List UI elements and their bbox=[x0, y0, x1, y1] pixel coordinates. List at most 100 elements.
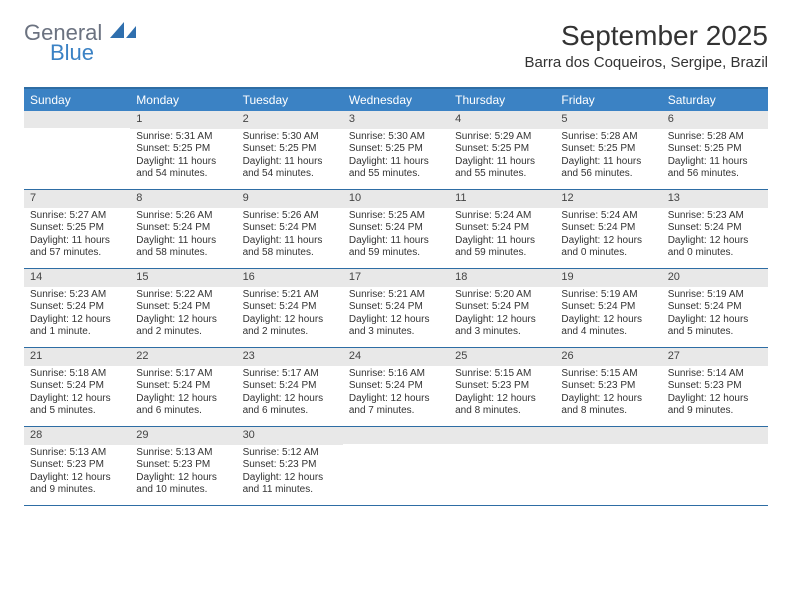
day-body: Sunrise: 5:12 AMSunset: 5:23 PMDaylight:… bbox=[237, 445, 343, 501]
sunrise-text: Sunrise: 5:31 AM bbox=[136, 131, 230, 144]
daylight-text: Daylight: 11 hours and 58 minutes. bbox=[243, 235, 337, 260]
dow-mon: Monday bbox=[130, 89, 236, 111]
day-body: Sunrise: 5:29 AMSunset: 5:25 PMDaylight:… bbox=[449, 129, 555, 185]
day-body: Sunrise: 5:25 AMSunset: 5:24 PMDaylight:… bbox=[343, 208, 449, 264]
daylight-text: Daylight: 11 hours and 55 minutes. bbox=[455, 156, 549, 181]
daylight-text: Daylight: 12 hours and 11 minutes. bbox=[243, 472, 337, 497]
daylight-text: Daylight: 11 hours and 54 minutes. bbox=[136, 156, 230, 181]
day-body: Sunrise: 5:28 AMSunset: 5:25 PMDaylight:… bbox=[662, 129, 768, 185]
day-number: 23 bbox=[237, 348, 343, 366]
sunset-text: Sunset: 5:24 PM bbox=[349, 380, 443, 393]
sunset-text: Sunset: 5:24 PM bbox=[561, 301, 655, 314]
day-number: 4 bbox=[449, 111, 555, 129]
daylight-text: Daylight: 11 hours and 59 minutes. bbox=[349, 235, 443, 260]
day-cell: 4Sunrise: 5:29 AMSunset: 5:25 PMDaylight… bbox=[449, 111, 555, 189]
daylight-text: Daylight: 12 hours and 2 minutes. bbox=[136, 314, 230, 339]
day-body: Sunrise: 5:31 AMSunset: 5:25 PMDaylight:… bbox=[130, 129, 236, 185]
dow-sun: Sunday bbox=[24, 89, 130, 111]
sunrise-text: Sunrise: 5:28 AM bbox=[668, 131, 762, 144]
sunset-text: Sunset: 5:25 PM bbox=[349, 143, 443, 156]
sunrise-text: Sunrise: 5:23 AM bbox=[30, 289, 124, 302]
day-cell bbox=[662, 427, 768, 505]
day-number: 3 bbox=[343, 111, 449, 129]
sunset-text: Sunset: 5:24 PM bbox=[455, 222, 549, 235]
day-number: 7 bbox=[24, 190, 130, 208]
sunrise-text: Sunrise: 5:13 AM bbox=[30, 447, 124, 460]
day-number: 8 bbox=[130, 190, 236, 208]
sunset-text: Sunset: 5:24 PM bbox=[30, 380, 124, 393]
day-body: Sunrise: 5:24 AMSunset: 5:24 PMDaylight:… bbox=[449, 208, 555, 264]
day-number: 19 bbox=[555, 269, 661, 287]
day-cell: 19Sunrise: 5:19 AMSunset: 5:24 PMDayligh… bbox=[555, 269, 661, 347]
daylight-text: Daylight: 11 hours and 58 minutes. bbox=[136, 235, 230, 260]
day-number: 26 bbox=[555, 348, 661, 366]
day-number bbox=[24, 111, 130, 128]
day-body: Sunrise: 5:30 AMSunset: 5:25 PMDaylight:… bbox=[343, 129, 449, 185]
sunset-text: Sunset: 5:24 PM bbox=[136, 380, 230, 393]
day-cell: 30Sunrise: 5:12 AMSunset: 5:23 PMDayligh… bbox=[237, 427, 343, 505]
day-body: Sunrise: 5:15 AMSunset: 5:23 PMDaylight:… bbox=[449, 366, 555, 422]
daylight-text: Daylight: 12 hours and 4 minutes. bbox=[561, 314, 655, 339]
daylight-text: Daylight: 12 hours and 0 minutes. bbox=[668, 235, 762, 260]
sunset-text: Sunset: 5:24 PM bbox=[243, 222, 337, 235]
sunrise-text: Sunrise: 5:27 AM bbox=[30, 210, 124, 223]
day-body: Sunrise: 5:19 AMSunset: 5:24 PMDaylight:… bbox=[662, 287, 768, 343]
day-cell: 13Sunrise: 5:23 AMSunset: 5:24 PMDayligh… bbox=[662, 190, 768, 268]
sunset-text: Sunset: 5:25 PM bbox=[668, 143, 762, 156]
day-cell: 18Sunrise: 5:20 AMSunset: 5:24 PMDayligh… bbox=[449, 269, 555, 347]
day-cell: 25Sunrise: 5:15 AMSunset: 5:23 PMDayligh… bbox=[449, 348, 555, 426]
location-subtitle: Barra dos Coqueiros, Sergipe, Brazil bbox=[525, 54, 768, 71]
dow-wed: Wednesday bbox=[343, 89, 449, 111]
sunrise-text: Sunrise: 5:28 AM bbox=[561, 131, 655, 144]
sunrise-text: Sunrise: 5:15 AM bbox=[455, 368, 549, 381]
sunrise-text: Sunrise: 5:30 AM bbox=[349, 131, 443, 144]
daylight-text: Daylight: 12 hours and 9 minutes. bbox=[668, 393, 762, 418]
sunset-text: Sunset: 5:24 PM bbox=[561, 222, 655, 235]
day-body: Sunrise: 5:15 AMSunset: 5:23 PMDaylight:… bbox=[555, 366, 661, 422]
sunrise-text: Sunrise: 5:17 AM bbox=[243, 368, 337, 381]
day-body: Sunrise: 5:21 AMSunset: 5:24 PMDaylight:… bbox=[237, 287, 343, 343]
day-number: 14 bbox=[24, 269, 130, 287]
day-body: Sunrise: 5:23 AMSunset: 5:24 PMDaylight:… bbox=[24, 287, 130, 343]
sunset-text: Sunset: 5:23 PM bbox=[136, 459, 230, 472]
day-body: Sunrise: 5:16 AMSunset: 5:24 PMDaylight:… bbox=[343, 366, 449, 422]
daylight-text: Daylight: 12 hours and 6 minutes. bbox=[243, 393, 337, 418]
day-cell: 15Sunrise: 5:22 AMSunset: 5:24 PMDayligh… bbox=[130, 269, 236, 347]
day-cell bbox=[343, 427, 449, 505]
brand-word2: Blue bbox=[50, 42, 136, 64]
day-body: Sunrise: 5:13 AMSunset: 5:23 PMDaylight:… bbox=[24, 445, 130, 501]
day-number: 10 bbox=[343, 190, 449, 208]
day-body: Sunrise: 5:28 AMSunset: 5:25 PMDaylight:… bbox=[555, 129, 661, 185]
sunset-text: Sunset: 5:23 PM bbox=[668, 380, 762, 393]
daylight-text: Daylight: 12 hours and 2 minutes. bbox=[243, 314, 337, 339]
day-number: 5 bbox=[555, 111, 661, 129]
day-cell: 24Sunrise: 5:16 AMSunset: 5:24 PMDayligh… bbox=[343, 348, 449, 426]
day-cell bbox=[24, 111, 130, 189]
day-cell bbox=[555, 427, 661, 505]
day-cell: 3Sunrise: 5:30 AMSunset: 5:25 PMDaylight… bbox=[343, 111, 449, 189]
daylight-text: Daylight: 11 hours and 56 minutes. bbox=[668, 156, 762, 181]
week-row: 21Sunrise: 5:18 AMSunset: 5:24 PMDayligh… bbox=[24, 348, 768, 427]
sunset-text: Sunset: 5:23 PM bbox=[455, 380, 549, 393]
day-number: 15 bbox=[130, 269, 236, 287]
day-number bbox=[449, 427, 555, 444]
week-row: 1Sunrise: 5:31 AMSunset: 5:25 PMDaylight… bbox=[24, 111, 768, 190]
day-body: Sunrise: 5:23 AMSunset: 5:24 PMDaylight:… bbox=[662, 208, 768, 264]
day-cell: 26Sunrise: 5:15 AMSunset: 5:23 PMDayligh… bbox=[555, 348, 661, 426]
day-body: Sunrise: 5:19 AMSunset: 5:24 PMDaylight:… bbox=[555, 287, 661, 343]
sunset-text: Sunset: 5:25 PM bbox=[243, 143, 337, 156]
day-number: 12 bbox=[555, 190, 661, 208]
day-number: 18 bbox=[449, 269, 555, 287]
sunset-text: Sunset: 5:23 PM bbox=[561, 380, 655, 393]
sunset-text: Sunset: 5:24 PM bbox=[668, 301, 762, 314]
header: General Blue September 2025 Barra dos Co… bbox=[24, 20, 768, 71]
day-cell: 29Sunrise: 5:13 AMSunset: 5:23 PMDayligh… bbox=[130, 427, 236, 505]
dow-sat: Saturday bbox=[662, 89, 768, 111]
sunset-text: Sunset: 5:23 PM bbox=[30, 459, 124, 472]
day-number: 1 bbox=[130, 111, 236, 129]
daylight-text: Daylight: 12 hours and 7 minutes. bbox=[349, 393, 443, 418]
day-number: 29 bbox=[130, 427, 236, 445]
day-cell: 20Sunrise: 5:19 AMSunset: 5:24 PMDayligh… bbox=[662, 269, 768, 347]
sunrise-text: Sunrise: 5:19 AM bbox=[561, 289, 655, 302]
day-body: Sunrise: 5:30 AMSunset: 5:25 PMDaylight:… bbox=[237, 129, 343, 185]
